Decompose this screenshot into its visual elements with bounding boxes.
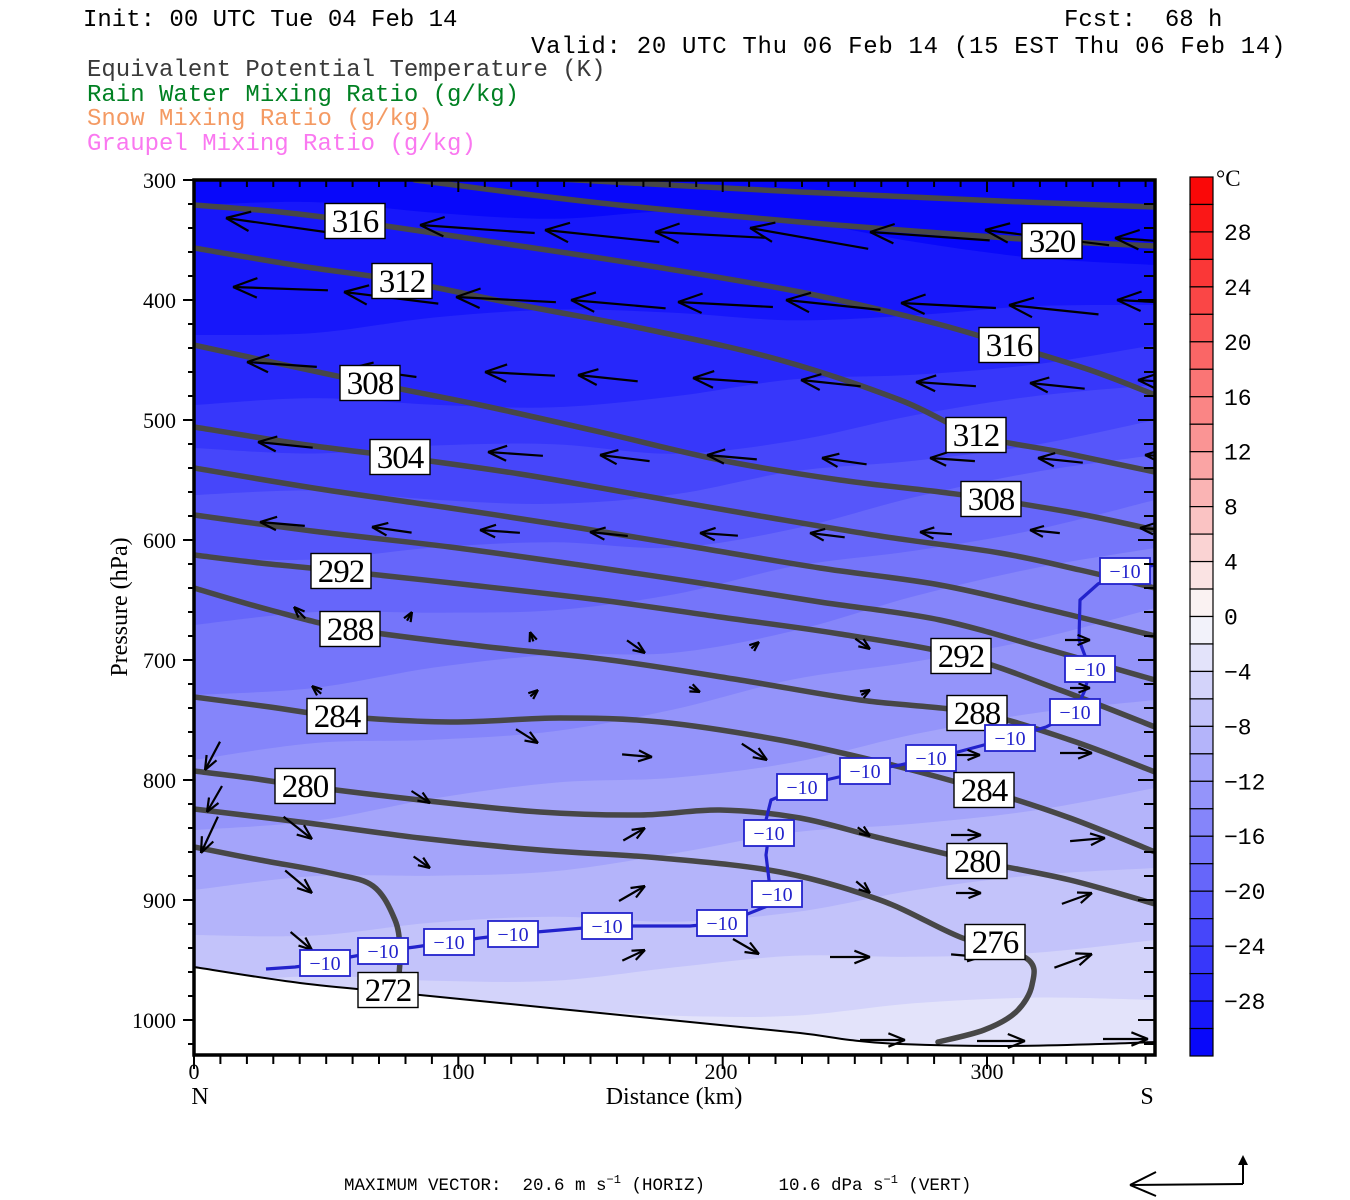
svg-text:316: 316 bbox=[332, 204, 379, 240]
svg-text:−12: −12 bbox=[1224, 770, 1265, 796]
svg-text:1000: 1000 bbox=[132, 1008, 176, 1033]
svg-text:700: 700 bbox=[143, 648, 176, 673]
svg-text:8: 8 bbox=[1224, 496, 1238, 522]
svg-text:−10: −10 bbox=[706, 913, 737, 935]
svg-text:−10: −10 bbox=[591, 916, 622, 938]
svg-text:12: 12 bbox=[1224, 441, 1252, 467]
svg-text:−4: −4 bbox=[1224, 660, 1252, 686]
svg-text:−10: −10 bbox=[753, 823, 784, 845]
svg-text:300: 300 bbox=[971, 1059, 1004, 1084]
svg-text:24: 24 bbox=[1224, 276, 1252, 302]
svg-text:312: 312 bbox=[953, 418, 1000, 454]
svg-text:276: 276 bbox=[972, 925, 1019, 961]
svg-text:−16: −16 bbox=[1224, 825, 1265, 851]
svg-text:Graupel Mixing Ratio (g/kg): Graupel Mixing Ratio (g/kg) bbox=[87, 131, 476, 158]
svg-text:280: 280 bbox=[954, 844, 1001, 880]
svg-text:316: 316 bbox=[986, 328, 1033, 364]
svg-text:320: 320 bbox=[1029, 224, 1076, 260]
svg-text:308: 308 bbox=[347, 366, 394, 402]
svg-text:400: 400 bbox=[143, 288, 176, 313]
svg-text:−10: −10 bbox=[786, 777, 817, 799]
svg-text:28: 28 bbox=[1224, 221, 1252, 247]
svg-text:S: S bbox=[1140, 1084, 1153, 1110]
svg-text:MAXIMUM VECTOR: 20.6 m s−1 (H: MAXIMUM VECTOR: 20.6 m s−1 (HORIZ) 10.6 … bbox=[344, 1173, 971, 1196]
svg-text:16: 16 bbox=[1224, 386, 1252, 412]
svg-text:280: 280 bbox=[282, 769, 329, 805]
svg-text:600: 600 bbox=[143, 528, 176, 553]
svg-text:308: 308 bbox=[968, 482, 1015, 518]
svg-text:Valid: 20 UTC Thu 06 Feb 14 (1: Valid: 20 UTC Thu 06 Feb 14 (15 EST Thu … bbox=[531, 34, 1286, 61]
svg-text:304: 304 bbox=[377, 440, 424, 476]
svg-text:288: 288 bbox=[327, 612, 374, 648]
svg-text:500: 500 bbox=[143, 408, 176, 433]
svg-text:−28: −28 bbox=[1224, 990, 1265, 1016]
svg-text:284: 284 bbox=[961, 773, 1008, 809]
svg-text:−10: −10 bbox=[497, 924, 528, 946]
svg-text:−10: −10 bbox=[761, 884, 792, 906]
svg-text:−10: −10 bbox=[994, 728, 1025, 750]
svg-text:−10: −10 bbox=[367, 941, 398, 963]
svg-text:−20: −20 bbox=[1224, 880, 1265, 906]
svg-text:Pressure (hPa): Pressure (hPa) bbox=[107, 537, 133, 676]
svg-text:N: N bbox=[191, 1084, 208, 1110]
svg-text:900: 900 bbox=[143, 888, 176, 913]
svg-text:−10: −10 bbox=[1059, 702, 1090, 724]
svg-text:200: 200 bbox=[705, 1059, 738, 1084]
svg-text:4: 4 bbox=[1224, 551, 1238, 577]
svg-text:−10: −10 bbox=[1074, 659, 1105, 681]
svg-text:Snow Mixing Ratio (g/kg): Snow Mixing Ratio (g/kg) bbox=[87, 106, 433, 133]
svg-text:0: 0 bbox=[189, 1059, 200, 1084]
svg-text:Rain Water Mixing Ratio (g/kg): Rain Water Mixing Ratio (g/kg) bbox=[87, 82, 519, 109]
svg-text:292: 292 bbox=[938, 639, 985, 675]
svg-text:0: 0 bbox=[1224, 606, 1238, 632]
svg-text:Distance (km): Distance (km) bbox=[606, 1084, 743, 1110]
svg-text:312: 312 bbox=[379, 264, 426, 300]
svg-text:Fcst: 68 h: Fcst: 68 h bbox=[1064, 7, 1222, 34]
svg-text:−8: −8 bbox=[1224, 715, 1252, 741]
svg-text:292: 292 bbox=[318, 554, 365, 590]
svg-text:Init: 00 UTC Tue 04 Feb 14: Init: 00 UTC Tue 04 Feb 14 bbox=[83, 7, 457, 34]
svg-text:−10: −10 bbox=[915, 748, 946, 770]
svg-text:−10: −10 bbox=[849, 761, 880, 783]
svg-text:−24: −24 bbox=[1224, 935, 1265, 961]
svg-text:°C: °C bbox=[1216, 166, 1241, 191]
svg-text:−10: −10 bbox=[1109, 561, 1140, 583]
svg-text:100: 100 bbox=[442, 1059, 475, 1084]
svg-text:20: 20 bbox=[1224, 331, 1252, 357]
svg-text:300: 300 bbox=[143, 168, 176, 193]
svg-text:272: 272 bbox=[365, 973, 412, 1009]
svg-text:800: 800 bbox=[143, 768, 176, 793]
svg-text:−10: −10 bbox=[433, 932, 464, 954]
svg-text:Equivalent Potential Temperatu: Equivalent Potential Temperature (K) bbox=[87, 57, 605, 84]
svg-text:−10: −10 bbox=[309, 953, 340, 975]
svg-text:284: 284 bbox=[314, 699, 361, 735]
